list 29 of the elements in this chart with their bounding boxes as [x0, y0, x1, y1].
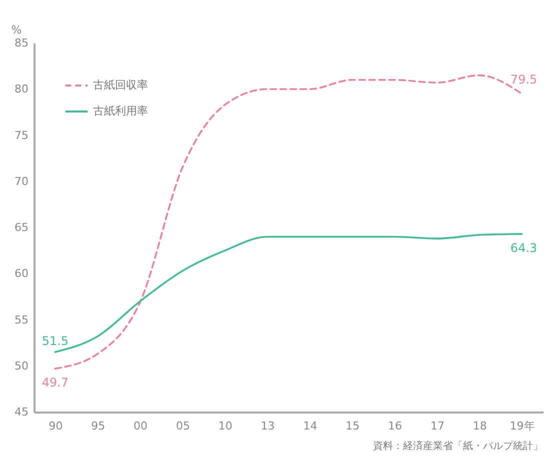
y-tick-label: 50 — [14, 359, 28, 372]
x-tick-label: 05 — [176, 420, 190, 432]
x-tick-label: 15 — [346, 420, 360, 432]
y-tick-label: 80 — [14, 82, 28, 96]
y-tick-label: 55 — [14, 313, 28, 326]
y-axis-title: % — [11, 24, 22, 36]
x-tick-label: 00 — [134, 420, 148, 432]
y-tick-label: 65 — [14, 221, 28, 234]
y-tick-label: 45 — [14, 406, 28, 418]
x-tick-label: 95 — [91, 420, 106, 432]
y-tick-label: 60 — [14, 267, 28, 280]
x-tick-label: 13 — [260, 420, 275, 432]
y-tick-label: 75 — [14, 128, 28, 142]
y-tick-label: 85 — [14, 36, 28, 50]
legend-label: 古紙利用率 — [93, 104, 148, 118]
data-label: 49.7 — [42, 376, 69, 390]
x-tick-label: 14 — [303, 420, 318, 432]
y-tick-label: 70 — [14, 174, 28, 188]
x-tick-label: 19年 — [510, 420, 535, 432]
x-tick-label: 16 — [388, 420, 402, 432]
data-label: 64.3 — [510, 240, 538, 255]
x-tick-label: 10 — [218, 420, 232, 432]
text: 資料：経済産業省「紙・パルプ統計」 — [373, 440, 543, 452]
x-tick-label: 18 — [472, 420, 487, 432]
x-tick-label: 17 — [430, 420, 444, 432]
x-tick-label: 90 — [48, 420, 63, 432]
legend-label: 古紙回収率 — [93, 78, 148, 92]
data-label: 79.5 — [510, 72, 538, 87]
data-label: 51.5 — [42, 334, 69, 348]
